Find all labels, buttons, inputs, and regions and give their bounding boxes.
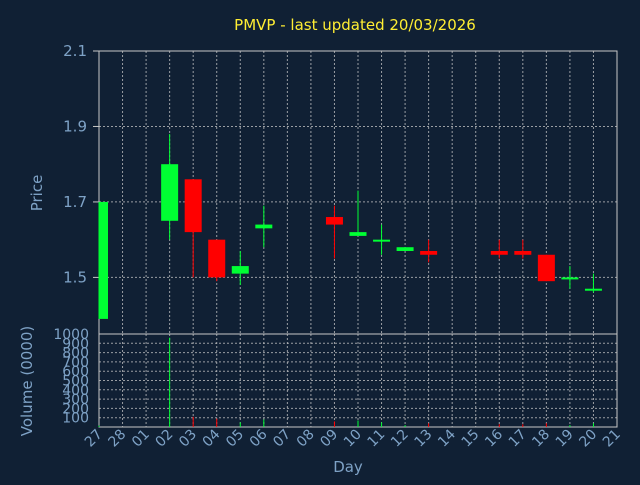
candle-10 bbox=[349, 190, 367, 236]
x-tick-label: 20 bbox=[576, 427, 600, 451]
candle-body bbox=[396, 247, 414, 251]
x-tick-label: 13 bbox=[412, 427, 436, 451]
candle-11 bbox=[373, 224, 391, 255]
candle-17 bbox=[514, 239, 532, 259]
candle-27 bbox=[98, 201, 108, 319]
x-tick-label: 16 bbox=[482, 426, 506, 450]
x-tick-label: 01 bbox=[129, 427, 153, 451]
candle-body bbox=[537, 254, 555, 282]
volume-tick-label: 500 bbox=[62, 374, 89, 390]
x-tick-label: 11 bbox=[364, 427, 388, 451]
volume-tick-label: 800 bbox=[62, 346, 89, 362]
candle-06 bbox=[255, 205, 273, 248]
volume-tick-label: 700 bbox=[62, 355, 89, 371]
candle-body bbox=[514, 250, 532, 255]
price-tick-label: 1.5 bbox=[63, 268, 87, 286]
x-tick-label: 08 bbox=[294, 427, 318, 451]
x-tick-label: 12 bbox=[388, 427, 412, 451]
volume-tick-label: 400 bbox=[62, 383, 89, 399]
candle-16 bbox=[490, 239, 508, 259]
x-axis-ticks: 27 28 01 02 03 04 05 06 07 08 09 10 11 12 13 14 15 16 17 18… bbox=[82, 426, 624, 450]
x-tick-label: 02 bbox=[153, 427, 177, 451]
x-tick-label: 17 bbox=[506, 427, 530, 451]
candle-body bbox=[584, 288, 602, 291]
candle-body bbox=[561, 277, 579, 280]
volume-tick-label: 1000 bbox=[53, 327, 89, 343]
x-tick-label: 07 bbox=[270, 427, 294, 451]
candle-03 bbox=[184, 179, 202, 278]
x-tick-label: 09 bbox=[317, 427, 341, 451]
candle-body bbox=[349, 232, 367, 236]
x-tick-label: 28 bbox=[105, 427, 129, 451]
candle-09 bbox=[325, 205, 343, 259]
candle-body bbox=[420, 250, 438, 255]
candle-02 bbox=[161, 134, 179, 240]
x-tick-label: 18 bbox=[529, 427, 553, 451]
candle-body bbox=[99, 201, 108, 319]
x-tick-label: 06 bbox=[247, 426, 271, 450]
candle-body bbox=[184, 179, 202, 233]
x-tick-label: 15 bbox=[459, 427, 483, 451]
candle-body bbox=[161, 164, 179, 221]
candle-04 bbox=[208, 239, 226, 282]
x-tick-label: 05 bbox=[223, 427, 247, 451]
price-tick-label: 2.1 bbox=[63, 42, 87, 60]
x-tick-label: 14 bbox=[435, 426, 459, 450]
candle-body bbox=[325, 217, 343, 225]
x-tick-label: 27 bbox=[82, 427, 106, 451]
candle-19 bbox=[561, 266, 579, 289]
candle-body bbox=[208, 239, 226, 278]
volume-axis-label: Volume (0000) bbox=[18, 326, 36, 436]
candle-body bbox=[373, 239, 391, 242]
volume-tick-label: 100 bbox=[62, 411, 89, 427]
volume-tick-label: 300 bbox=[62, 392, 89, 408]
candle-20 bbox=[584, 273, 602, 293]
candle-12 bbox=[396, 247, 414, 251]
volume-tick-label: 600 bbox=[62, 364, 89, 380]
candle-body bbox=[255, 224, 273, 229]
x-tick-label: 19 bbox=[553, 427, 577, 451]
x-tick-label: 21 bbox=[600, 427, 624, 451]
candle-body bbox=[490, 250, 508, 255]
x-tick-label: 03 bbox=[176, 427, 200, 451]
price-axis-label: Price bbox=[28, 175, 46, 212]
chart-title: PMVP - last updated 20/03/2026 bbox=[234, 16, 476, 34]
candle-body bbox=[231, 266, 249, 274]
volume-tick-label: 200 bbox=[62, 401, 89, 417]
volume-tick-label: 900 bbox=[62, 336, 89, 352]
candle-05 bbox=[231, 250, 249, 285]
price-tick-label: 1.7 bbox=[63, 193, 87, 211]
x-tick-label: 04 bbox=[200, 426, 224, 450]
candle-18 bbox=[537, 254, 555, 282]
candle-13 bbox=[420, 239, 438, 263]
price-panel: 2.1 1.9 1.7 1.5 bbox=[63, 42, 618, 335]
x-tick-label: 10 bbox=[341, 427, 365, 451]
price-tick-label: 1.9 bbox=[63, 117, 87, 135]
x-axis-label: Day bbox=[333, 458, 363, 476]
